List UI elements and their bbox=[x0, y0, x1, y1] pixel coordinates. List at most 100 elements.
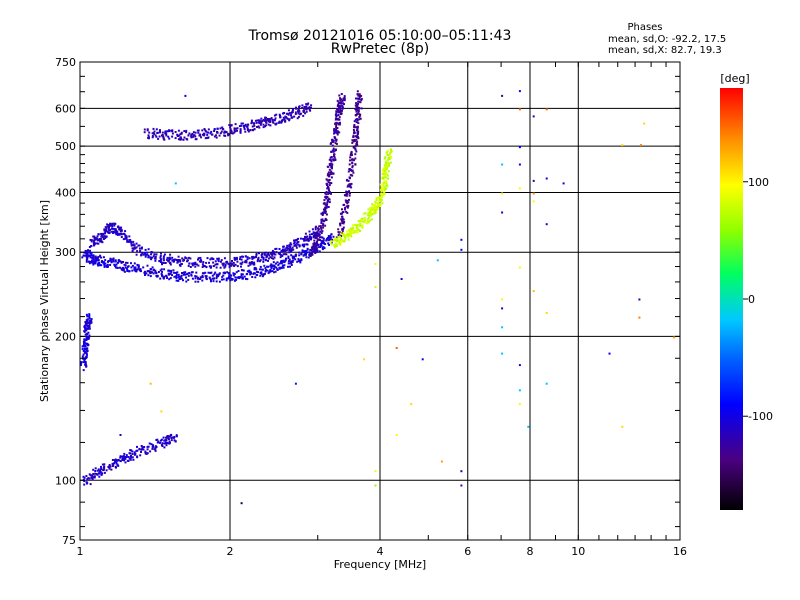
echo-point bbox=[130, 262, 132, 265]
echo-point bbox=[127, 456, 130, 458]
echo-point bbox=[296, 260, 299, 263]
echo-point bbox=[673, 336, 676, 339]
echo-point bbox=[330, 166, 333, 169]
echo-point bbox=[111, 227, 113, 230]
echo-point bbox=[280, 121, 283, 124]
echo-point bbox=[162, 262, 165, 264]
echo-point bbox=[125, 455, 128, 458]
echo-point bbox=[175, 272, 177, 274]
echo-point bbox=[324, 203, 327, 206]
echo-point bbox=[231, 260, 233, 262]
chart-title: Tromsø 20121016 05:10:00–05:11:43 bbox=[248, 28, 512, 44]
echo-point bbox=[316, 250, 318, 253]
echo-point bbox=[368, 214, 371, 217]
echo-point bbox=[281, 264, 284, 267]
echo-point bbox=[341, 218, 344, 221]
echo-point bbox=[285, 257, 287, 260]
echo-point bbox=[251, 255, 254, 258]
echo-point bbox=[245, 277, 247, 280]
echo-point bbox=[218, 134, 221, 137]
echo-point bbox=[340, 235, 343, 237]
echo-point bbox=[347, 235, 350, 238]
echo-point bbox=[282, 250, 285, 252]
echo-point bbox=[330, 142, 332, 145]
echo-point bbox=[518, 146, 521, 149]
echo-point bbox=[85, 335, 88, 338]
echo-point bbox=[162, 255, 165, 258]
echo-point bbox=[143, 131, 146, 134]
echo-point bbox=[181, 257, 184, 260]
echo-point bbox=[545, 311, 548, 314]
echo-point bbox=[608, 352, 611, 355]
echo-point bbox=[154, 134, 157, 137]
echo-point bbox=[168, 440, 171, 443]
echo-point bbox=[105, 227, 108, 230]
echo-point bbox=[350, 152, 353, 155]
echo-point bbox=[356, 90, 359, 93]
echo-point bbox=[169, 263, 172, 266]
y-tick-label: 200 bbox=[55, 330, 76, 343]
echo-point bbox=[102, 236, 104, 239]
echo-point bbox=[213, 273, 216, 276]
echo-point bbox=[327, 192, 330, 195]
echo-point bbox=[283, 248, 286, 251]
echo-point bbox=[343, 236, 346, 239]
echo-point bbox=[144, 248, 147, 251]
echo-point bbox=[245, 261, 248, 263]
echo-point bbox=[134, 268, 137, 271]
echo-point bbox=[86, 332, 89, 335]
echo-point bbox=[356, 140, 359, 143]
echo-point bbox=[378, 196, 381, 199]
echo-point bbox=[338, 106, 340, 109]
echo-point bbox=[180, 138, 183, 141]
echo-point bbox=[326, 174, 329, 177]
echo-point bbox=[298, 254, 301, 257]
echo-point bbox=[88, 246, 91, 248]
echo-point bbox=[127, 265, 129, 268]
echo-point bbox=[128, 270, 131, 273]
echo-point bbox=[334, 118, 337, 121]
echo-point bbox=[187, 274, 190, 277]
echo-point bbox=[331, 172, 334, 175]
echo-point bbox=[175, 275, 178, 278]
echo-point bbox=[244, 130, 247, 133]
echo-point bbox=[282, 245, 285, 248]
echo-point bbox=[190, 271, 193, 274]
echo-point bbox=[164, 262, 167, 264]
echo-point bbox=[294, 255, 297, 258]
echo-point bbox=[174, 440, 177, 443]
echo-point bbox=[345, 210, 348, 213]
echo-point bbox=[327, 188, 330, 191]
echo-point bbox=[88, 314, 91, 317]
echo-point bbox=[267, 257, 270, 260]
echo-point bbox=[130, 241, 133, 244]
echo-point bbox=[239, 131, 242, 134]
echo-point bbox=[338, 233, 341, 235]
echo-point bbox=[81, 348, 84, 351]
echo-point bbox=[103, 465, 106, 468]
echo-point bbox=[374, 262, 377, 265]
echo-point bbox=[330, 241, 333, 244]
echo-point bbox=[177, 135, 179, 137]
echo-point bbox=[326, 187, 329, 190]
echo-point bbox=[204, 265, 207, 268]
echo-point bbox=[231, 278, 234, 281]
echo-point bbox=[190, 136, 193, 139]
echo-point bbox=[218, 273, 221, 276]
echo-point bbox=[142, 448, 145, 451]
echo-point bbox=[352, 159, 355, 162]
echo-point bbox=[355, 106, 358, 109]
echo-point bbox=[324, 210, 327, 213]
echo-point bbox=[227, 277, 230, 280]
echo-point bbox=[340, 101, 343, 104]
x-tick-label: 10 bbox=[571, 545, 585, 558]
echo-point bbox=[460, 484, 463, 487]
echo-point bbox=[80, 361, 83, 364]
echo-point bbox=[151, 445, 154, 448]
echo-point bbox=[324, 208, 327, 211]
echo-point bbox=[122, 268, 125, 271]
echo-point bbox=[121, 457, 124, 460]
echo-point bbox=[158, 135, 161, 138]
echo-point bbox=[90, 245, 93, 247]
echo-point bbox=[333, 128, 336, 130]
